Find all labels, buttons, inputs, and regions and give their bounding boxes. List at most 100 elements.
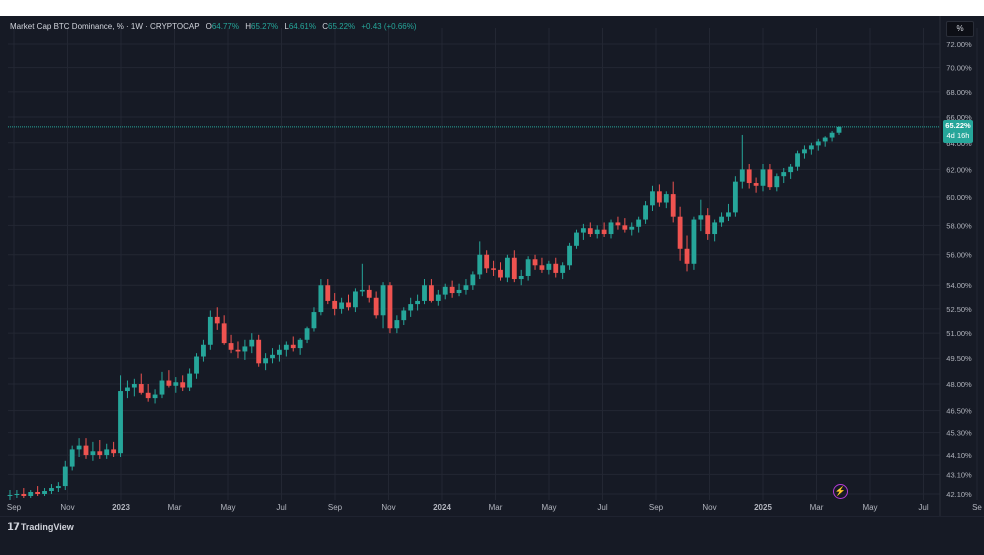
x-axis: Sep Nov 2023 Mar May Jul Sep Nov 2024 Mar May Jul Se… <box>7 503 983 512</box>
x-tick-label: Jul <box>597 503 607 512</box>
candle-body <box>829 132 835 138</box>
x-tick-label: Mar <box>489 503 503 512</box>
y-tick-label: 51.00% <box>946 329 972 338</box>
candle-body <box>587 228 593 235</box>
bar-countdown: 4d 16h <box>946 130 970 140</box>
x-tick-label: Sep <box>328 503 343 512</box>
x-tick-label: Jul <box>918 503 928 512</box>
lightning-bolt-icon[interactable]: ⚡ <box>833 484 848 499</box>
candle-body <box>795 153 800 167</box>
candle-body <box>636 219 642 227</box>
candle-body <box>629 226 635 230</box>
candle-body <box>677 216 683 249</box>
candle-body <box>691 219 697 264</box>
candle-body <box>318 285 324 313</box>
symbol-legend[interactable]: Market Cap BTC Dominance, % · 1W · CRYPT… <box>10 22 417 31</box>
candle-body <box>650 191 655 206</box>
candle-body <box>739 169 745 182</box>
candle-body <box>187 373 193 388</box>
candle-body <box>546 263 552 270</box>
percent-scale-button[interactable]: % <box>946 21 974 37</box>
y-tick-label: 66.00% <box>946 113 972 122</box>
low-label: L <box>284 22 289 31</box>
candle-body <box>670 194 676 217</box>
y-tick-label: 45.30% <box>946 429 972 438</box>
y-tick-label: 43.10% <box>946 470 972 479</box>
chart-area[interactable]: 72.00% 70.00% 68.00% 66.00% 64.00% 62.00% 60.0… <box>0 16 984 516</box>
y-tick-label: 68.00% <box>946 88 972 97</box>
candle-body <box>283 344 289 350</box>
x-tick-label: Sep <box>7 503 22 512</box>
x-tick-label: Se <box>972 503 982 512</box>
x-tick-label: Nov <box>381 503 395 512</box>
candle-body <box>684 248 690 264</box>
candle-body <box>235 349 241 352</box>
candle-body <box>532 259 538 266</box>
x-tick-label: Jul <box>276 503 286 512</box>
y-tick-label: 48.00% <box>946 380 972 389</box>
candle-body <box>663 194 669 203</box>
candle-body <box>408 304 414 311</box>
x-tick-label: Mar <box>810 503 824 512</box>
candle-body <box>35 492 41 494</box>
candle-body <box>746 169 752 184</box>
candle-body <box>221 323 227 344</box>
candle-body <box>470 274 476 286</box>
candle-body <box>442 286 448 295</box>
candle-body <box>352 291 358 308</box>
candle-body <box>166 380 172 386</box>
candle-body <box>788 166 794 173</box>
close-value: 65.22% <box>328 22 356 31</box>
y-tick-label: 56.00% <box>946 251 972 260</box>
y-tick-label: 60.00% <box>946 193 972 202</box>
candle-body <box>55 486 61 489</box>
y-tick-label: 52.50% <box>946 305 972 314</box>
candle-body <box>580 228 586 233</box>
candle-body <box>7 494 13 496</box>
candle-body <box>802 149 807 154</box>
x-tick-label: May <box>862 503 877 512</box>
candle-body <box>359 289 365 292</box>
candle-body <box>125 387 130 392</box>
candle-body <box>732 181 738 213</box>
candle-body <box>138 384 144 393</box>
candle-body <box>297 339 303 349</box>
x-tick-label: May <box>541 503 556 512</box>
candlestick-chart[interactable]: 72.00% 70.00% 68.00% 66.00% 64.00% 62.00% 60.0… <box>0 16 984 516</box>
candle-body <box>394 320 400 329</box>
candle-body <box>525 259 531 276</box>
x-tick-label: Mar <box>168 503 182 512</box>
candle-body <box>622 225 628 230</box>
y-tick-label: 72.00% <box>946 40 972 49</box>
y-tick-label: 46.50% <box>946 407 972 416</box>
y-tick-label: 54.00% <box>946 281 972 290</box>
candle-body <box>104 449 110 456</box>
candle-body <box>422 285 427 301</box>
candle-body <box>249 339 255 347</box>
candle-body <box>194 356 199 374</box>
candle-body <box>131 384 137 388</box>
candle-body <box>753 183 759 186</box>
candle-body <box>173 382 179 386</box>
symbol-name[interactable]: Market Cap BTC Dominance, % · 1W · CRYPT… <box>10 22 200 31</box>
candle-body <box>477 254 483 275</box>
candle-body <box>484 254 490 269</box>
high-value: 65.27% <box>251 22 279 31</box>
tradingview-logo[interactable]: 𝟭𝟳 TradingView <box>7 522 74 533</box>
candle-body <box>76 445 82 450</box>
candle-body <box>242 346 248 352</box>
candle-body <box>822 137 828 142</box>
low-value: 64.61% <box>288 22 316 31</box>
candle-body <box>601 229 607 235</box>
candle-body <box>325 285 331 301</box>
candle-body <box>719 216 724 223</box>
logo-text: TradingView <box>20 522 74 532</box>
x-tick-label: May <box>220 503 235 512</box>
candle-body <box>263 358 269 364</box>
candle-body <box>726 212 731 217</box>
candle-layer <box>7 126 842 500</box>
candle-body <box>511 257 517 280</box>
open-value: 64.77% <box>211 22 239 31</box>
candle-body <box>781 172 787 177</box>
candle-body <box>705 215 711 235</box>
